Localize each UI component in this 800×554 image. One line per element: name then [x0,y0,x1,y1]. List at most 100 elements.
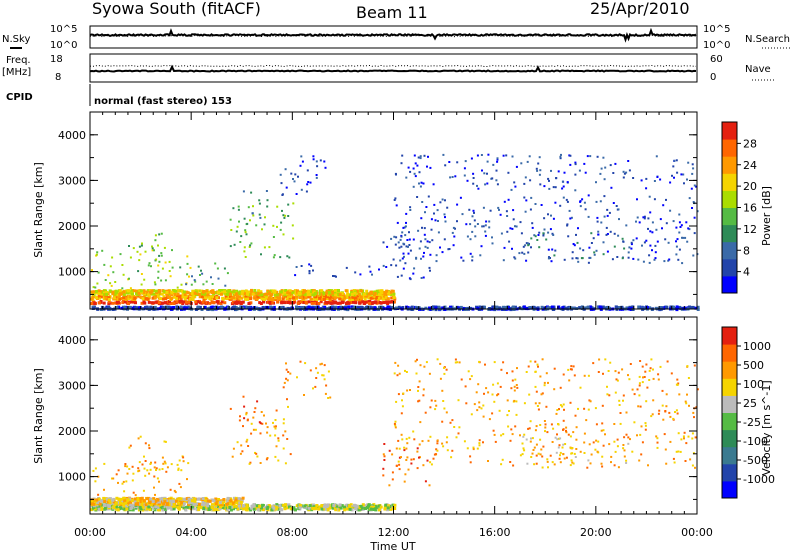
heatmap-cell [344,289,348,293]
heatmap-cell [434,219,437,222]
x-tick-label: 00:00 [74,526,106,539]
heatmap-cell [446,436,449,439]
heatmap-cell [496,157,499,160]
heatmap-cell [547,248,550,251]
heatmap-cell [546,460,549,463]
heatmap-cell [231,455,234,458]
heatmap-cell [469,461,472,464]
heatmap-cell [557,423,560,426]
heatmap-cell [171,249,173,252]
heatmap-cell [588,246,591,249]
heatmap-cell [677,450,680,453]
heatmap-cell [664,448,667,451]
heatmap-cell [472,446,475,449]
heatmap-cell [550,214,552,217]
heatmap-cell [486,182,489,185]
heatmap-cell [574,414,577,417]
heatmap-cell [510,387,513,390]
heatmap-cell [256,400,259,403]
heatmap-cell [400,162,403,165]
heatmap-cell [566,181,569,184]
heatmap-cell [248,246,251,248]
heatmap-cell [115,496,119,500]
heatmap-cell [329,291,333,295]
heatmap-cell [334,508,338,512]
heatmap-cell [120,292,124,296]
heatmap-cell [245,440,248,443]
heatmap-cell [531,226,534,229]
heatmap-cell [303,504,307,508]
heatmap-cell [582,249,585,252]
heatmap-cell [407,245,409,248]
heatmap-cell [627,251,630,254]
heatmap-cell [552,217,555,220]
heatmap-cell [323,503,327,507]
heatmap-cell [90,302,94,306]
colorbar-swatch [722,378,737,396]
heatmap-cell [557,446,560,449]
heatmap-cell [574,173,577,176]
heatmap-cell [395,306,398,310]
heatmap-cell [239,506,243,510]
heatmap-cell [128,277,130,280]
heatmap-cell [405,447,408,450]
heatmap-cell [283,301,287,305]
heatmap-cell [150,461,152,464]
heatmap-cell [200,295,204,299]
heatmap-cell [559,204,562,207]
x-axis-label: Time UT [369,540,415,553]
heatmap-cell [424,211,426,214]
heatmap-cell [115,300,119,304]
heatmap-cell [369,270,372,273]
heatmap-cell [691,163,694,166]
heatmap-cell [148,444,150,447]
heatmap-cell [686,178,688,181]
heatmap-cell [123,490,126,493]
heatmap-cell [136,498,140,502]
heatmap-cell [184,294,188,298]
heatmap-cell [463,167,466,170]
heatmap-cell [260,293,264,297]
heatmap-cell [404,262,407,265]
heatmap-cell [144,297,148,301]
y-tick-label: 1000 [58,266,86,279]
heatmap-cell [405,371,408,373]
heatmap-cell [201,272,204,275]
heatmap-cell [218,501,222,504]
heatmap-cell [678,393,681,396]
heatmap-cell [445,441,448,444]
heatmap-cell [649,244,652,247]
heatmap-cell [511,247,513,250]
heatmap-cell [627,256,630,259]
heatmap-cell [362,292,366,296]
heatmap-cell [524,176,527,179]
heatmap-cell [473,211,475,214]
heatmap-cell [394,424,397,427]
heatmap-cell [233,243,236,246]
heatmap-cell [273,293,277,297]
heatmap-cell [597,233,600,236]
heatmap-cell [492,305,496,309]
heatmap-cell [251,292,255,296]
heatmap-cell [157,270,160,273]
heatmap-cell [539,183,542,186]
heatmap-cell [266,426,269,429]
heatmap-cell [617,234,620,237]
heatmap-cell [423,365,426,368]
heatmap-cell [443,213,446,216]
heatmap-cell [114,289,118,293]
heatmap-cell [459,196,462,199]
heatmap-cell [256,508,260,512]
heatmap-cell [574,163,577,166]
heatmap-cell [394,243,397,246]
heatmap-cell [319,159,322,162]
heatmap-cell [424,480,427,483]
heatmap-cell [268,291,271,295]
heatmap-cell [663,433,666,436]
heatmap-cell [632,257,635,260]
heatmap-cell [229,508,233,512]
heatmap-cell [282,422,285,425]
heatmap-cell [214,262,217,265]
heatmap-cell [610,186,613,189]
